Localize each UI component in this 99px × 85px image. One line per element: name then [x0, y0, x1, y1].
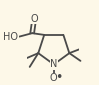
Text: O: O [30, 14, 38, 24]
Text: O: O [50, 73, 58, 83]
Text: •: • [55, 71, 63, 84]
Text: HO: HO [3, 32, 18, 42]
Text: N: N [50, 59, 58, 69]
